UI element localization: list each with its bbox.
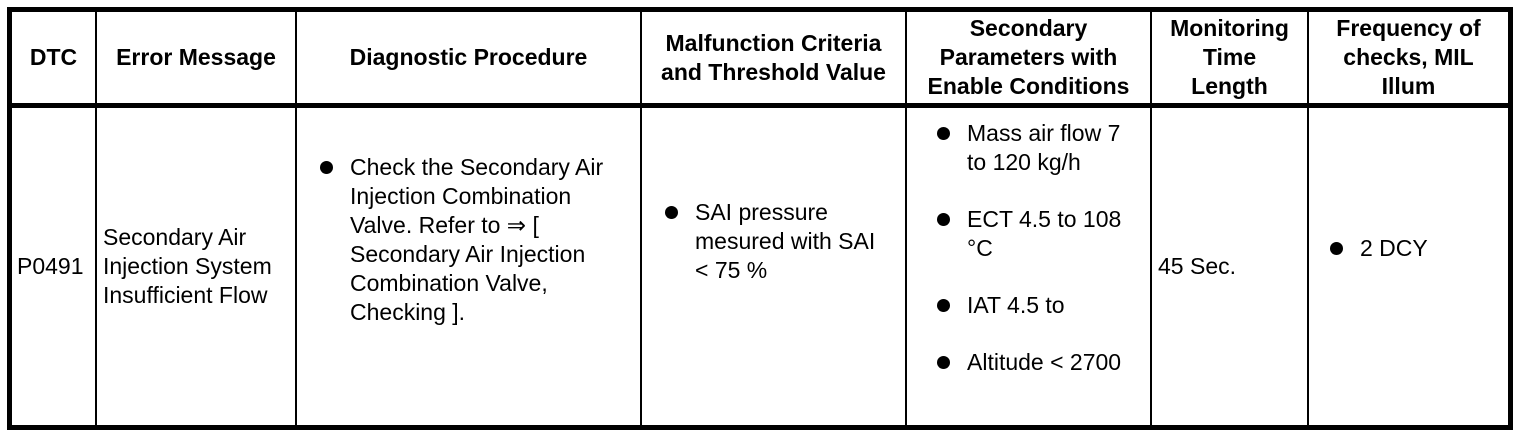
secondary-parameters-list: Mass air flow 7 to 120 kg/h ECT 4.5 to 1… [937,119,1146,377]
cell-secondary-parameters: Mass air flow 7 to 120 kg/h ECT 4.5 to 1… [905,108,1150,425]
diagnostic-procedure-list: Check the Secondary Air Injection Combin… [320,153,636,327]
bullet-icon [937,213,950,226]
monitoring-time-text: 45 Sec. [1158,253,1236,279]
bullet-icon [937,356,950,369]
frequency-text: 2 DCY [1360,235,1428,261]
malfunction-criteria-list: SAI pressure mesured with SAI < 75 % [665,198,901,285]
header-cell-malfunction-criteria: Malfunction Criteria and Threshold Value [640,12,905,108]
list-item: 2 DCY [1330,234,1504,263]
secondary-parameter-text: Altitude < 2700 [967,349,1122,375]
cell-frequency-of-checks: 2 DCY [1307,108,1508,425]
list-item: SAI pressure mesured with SAI < 75 % [665,198,901,285]
dtc-code: P0491 [17,253,84,279]
secondary-parameter-text: ECT 4.5 to 108 °C [967,206,1122,261]
bullet-icon [937,127,950,140]
secondary-parameter-text: Mass air flow 7 to 120 kg/h [967,120,1121,175]
cell-diagnostic-procedure: Check the Secondary Air Injection Combin… [295,108,640,425]
bullet-icon [320,161,333,174]
error-message-text: Secondary Air Injection System Insuffici… [103,224,272,308]
bullet-icon [937,299,950,312]
diagnostic-procedure-text: Check the Secondary Air Injection Combin… [350,154,604,325]
header-cell-secondary-parameters: Secondary Parameters with Enable Conditi… [905,12,1150,108]
header-cell-frequency-of-checks: Frequency of checks, MIL Illum [1307,12,1508,108]
list-item: IAT 4.5 to [937,291,1146,320]
header-cell-dtc: DTC [12,12,95,108]
list-item: Altitude < 2700 [937,348,1146,377]
cell-error-message: Secondary Air Injection System Insuffici… [95,108,295,425]
frequency-list: 2 DCY [1330,234,1504,263]
header-cell-diagnostic-procedure: Diagnostic Procedure [295,12,640,108]
cell-dtc: P0491 [12,108,95,425]
list-item: ECT 4.5 to 108 °C [937,205,1146,263]
bullet-icon [665,206,678,219]
secondary-parameter-text: IAT 4.5 to [967,292,1065,318]
list-item: Check the Secondary Air Injection Combin… [320,153,636,327]
malfunction-criteria-text: SAI pressure mesured with SAI < 75 % [695,199,876,283]
dtc-table: DTC Error Message Diagnostic Procedure M… [7,7,1513,430]
cell-malfunction-criteria: SAI pressure mesured with SAI < 75 % [640,108,905,425]
cell-monitoring-time: 45 Sec. [1150,108,1307,425]
list-item: Mass air flow 7 to 120 kg/h [937,119,1146,177]
bullet-icon [1330,242,1343,255]
header-cell-error-message: Error Message [95,12,295,108]
header-cell-monitoring-time: Monitoring Time Length [1150,12,1307,108]
